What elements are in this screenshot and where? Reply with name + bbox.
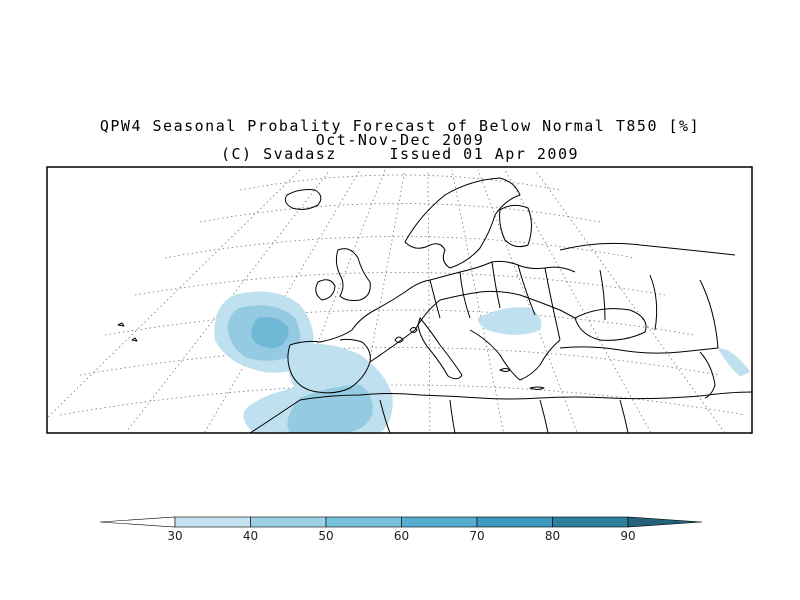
- map-frame: [46, 166, 753, 434]
- colorbar-tick-label: 30: [167, 529, 182, 543]
- colorbar-swatch: [174, 516, 251, 528]
- colorbar-tick-label: 50: [318, 529, 333, 543]
- colorbar-swatch: [325, 516, 402, 528]
- colorbar-tick-label: 60: [394, 529, 409, 543]
- forecast-period: Oct-Nov-Dec 2009: [315, 131, 485, 149]
- issue-date: Issued 01 Apr 2009: [389, 145, 580, 163]
- colorbar-swatch: [476, 516, 553, 528]
- colorbar-swatch: [552, 516, 629, 528]
- colorbar-high-end: [627, 516, 703, 528]
- coastlines-and-borders: [117, 177, 752, 433]
- colorbar-tick-label: 70: [469, 529, 484, 543]
- copyright-credit: (C) Svadasz: [220, 145, 337, 163]
- colorbar-low-end: [99, 516, 176, 528]
- map-title: QPW4 Seasonal Probality Forecast of Belo…: [99, 117, 701, 135]
- colorbar-tick-label: 80: [545, 529, 560, 543]
- credit-issued-line: (C) Svadasz Issued 01 Apr 2009: [0, 146, 800, 162]
- colorbar-tick-label: 40: [243, 529, 258, 543]
- colorbar-swatch: [250, 516, 327, 528]
- colorbar-tick-label: 90: [620, 529, 635, 543]
- colorbar-swatch: [401, 516, 478, 528]
